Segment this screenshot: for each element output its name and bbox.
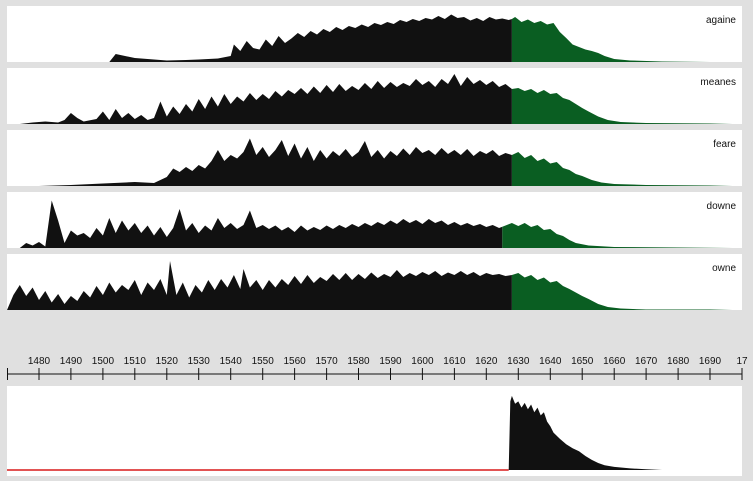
detail-area-chart (7, 395, 663, 471)
axis-tick-label: 1490 (60, 356, 83, 367)
axis-tick-label: 1590 (379, 356, 402, 367)
series-label-feare: feare (713, 139, 736, 150)
axis-tick-label: 1660 (603, 356, 626, 367)
axis-tick-label: 1480 (28, 356, 51, 367)
detail-area (508, 395, 663, 470)
axis-tick-label: 1500 (92, 356, 115, 367)
area-owne-before (7, 261, 512, 310)
panel-againe: againe (7, 6, 742, 62)
axis-tick-label: 1510 (124, 356, 147, 367)
area-downe-after (502, 223, 733, 248)
area-feare-before (39, 138, 512, 186)
axis-tick-label: 1530 (188, 356, 211, 367)
area-chart-againe (109, 14, 710, 62)
detail-panel (7, 386, 742, 476)
axis-tick-label: 1540 (220, 356, 243, 367)
axis-tick-label: 1520 (156, 356, 179, 367)
axis-tick-label: 1610 (443, 356, 466, 367)
area-chart-meanes (19, 74, 733, 124)
year-axis: 1480 1490 1500 1510 1520 1530 1540 1550 1560 1570… (7, 356, 748, 380)
axis-tick-label: 1600 (411, 356, 434, 367)
panel-meanes: meanes (7, 68, 742, 124)
area-chart-owne (7, 261, 733, 310)
panel-downe: downe (7, 192, 742, 248)
area-owne-after (511, 273, 733, 310)
area-meanes-before (19, 74, 512, 124)
area-chart-feare (39, 138, 733, 186)
axis-tick-label: 1680 (667, 356, 690, 367)
axis-tick-label: 17 (736, 356, 748, 367)
area-againe-after (511, 17, 710, 62)
area-meanes-after (511, 88, 733, 124)
panel-feare: feare (7, 130, 742, 186)
series-label-downe: downe (706, 201, 736, 212)
axis-tick-label: 1650 (571, 356, 594, 367)
axis-tick-label: 1570 (315, 356, 338, 367)
area-againe-before (109, 14, 512, 62)
axis-tick-label: 1580 (347, 356, 370, 367)
axis-tick-label: 1640 (539, 356, 562, 367)
area-feare-after (511, 152, 733, 186)
axis-tick-label: 1560 (283, 356, 306, 367)
axis-tick-label: 1670 (635, 356, 658, 367)
axis-tick-label: 1620 (475, 356, 498, 367)
axis-tick-label: 1630 (507, 356, 530, 367)
area-downe-before (19, 200, 503, 248)
series-label-meanes: meanes (700, 77, 736, 88)
series-label-againe: againe (705, 15, 736, 26)
axis-tick-label: 1690 (699, 356, 722, 367)
series-label-owne: owne (712, 263, 736, 274)
area-chart-downe (19, 200, 733, 248)
axis-tick-label: 1550 (252, 356, 275, 367)
panel-owne: owne (7, 254, 742, 310)
